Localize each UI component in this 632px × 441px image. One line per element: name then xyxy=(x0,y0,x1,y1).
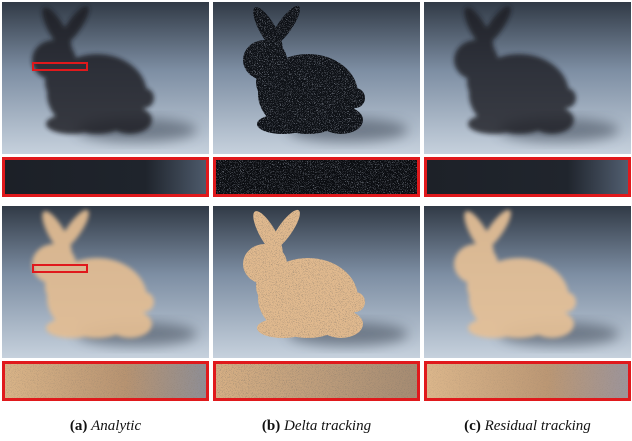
crop-bright-delta-tracking xyxy=(213,361,420,401)
highlight-box xyxy=(32,264,88,273)
caption-tag: (a) xyxy=(69,418,88,434)
caption-name: Delta tracking xyxy=(284,418,372,434)
crop-dark-residual-tracking xyxy=(424,157,631,197)
render-bright-analytic xyxy=(2,206,209,358)
highlight-box xyxy=(32,62,88,71)
caption-tag: (b) xyxy=(261,418,281,434)
caption-analytic: (a) Analytic xyxy=(2,418,209,435)
render-bright-residual-tracking xyxy=(424,206,631,358)
caption-residual-tracking: (c) Residual tracking xyxy=(424,418,631,435)
render-dark-analytic xyxy=(2,2,209,154)
caption-tag: (c) xyxy=(464,418,481,434)
crop-bright-residual-tracking xyxy=(424,361,631,401)
caption-name: Analytic xyxy=(91,418,142,434)
crop-dark-delta-tracking xyxy=(213,157,420,197)
render-bright-delta-tracking xyxy=(213,206,420,358)
render-dark-delta-tracking xyxy=(213,2,420,154)
crop-dark-analytic xyxy=(2,157,209,197)
render-dark-residual-tracking xyxy=(424,2,631,154)
caption-name: Residual tracking xyxy=(484,418,591,434)
caption-delta-tracking: (b) Delta tracking xyxy=(213,418,420,435)
crop-bright-analytic xyxy=(2,361,209,401)
